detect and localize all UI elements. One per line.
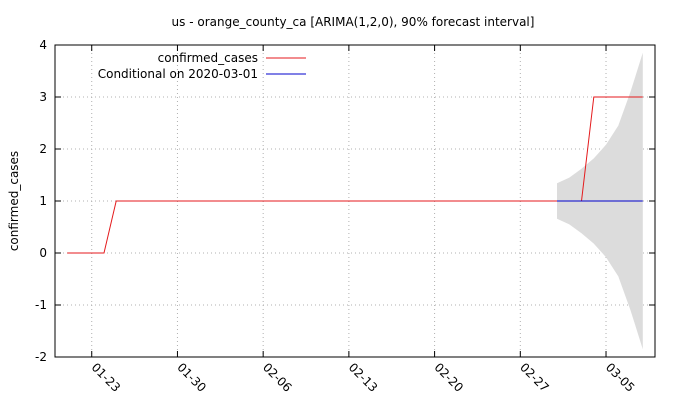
y-tick-label: 2 bbox=[39, 142, 47, 156]
series-lines bbox=[67, 96, 643, 254]
y-tick-label: -2 bbox=[35, 350, 47, 364]
y-axis-label: confirmed_cases bbox=[7, 151, 21, 251]
legend: confirmed_cases Conditional on 2020-03-01 bbox=[98, 51, 306, 81]
chart-title: us - orange_county_ca [ARIMA(1,2,0), 90%… bbox=[172, 15, 535, 29]
y-tick-label: -1 bbox=[35, 298, 47, 312]
legend-entry-confirmed-cases-label: confirmed_cases bbox=[158, 51, 258, 65]
y-tick-label: 3 bbox=[39, 90, 47, 104]
y-tick-label: 0 bbox=[39, 246, 47, 260]
y-axis-ticks: -2 -1 0 1 2 3 4 bbox=[35, 38, 655, 364]
y-tick-label: 1 bbox=[39, 194, 47, 208]
legend-entry-conditional-label: Conditional on 2020-03-01 bbox=[98, 67, 258, 81]
series-line-confirmed-cases bbox=[67, 96, 643, 254]
y-tick-label: 4 bbox=[39, 38, 47, 52]
